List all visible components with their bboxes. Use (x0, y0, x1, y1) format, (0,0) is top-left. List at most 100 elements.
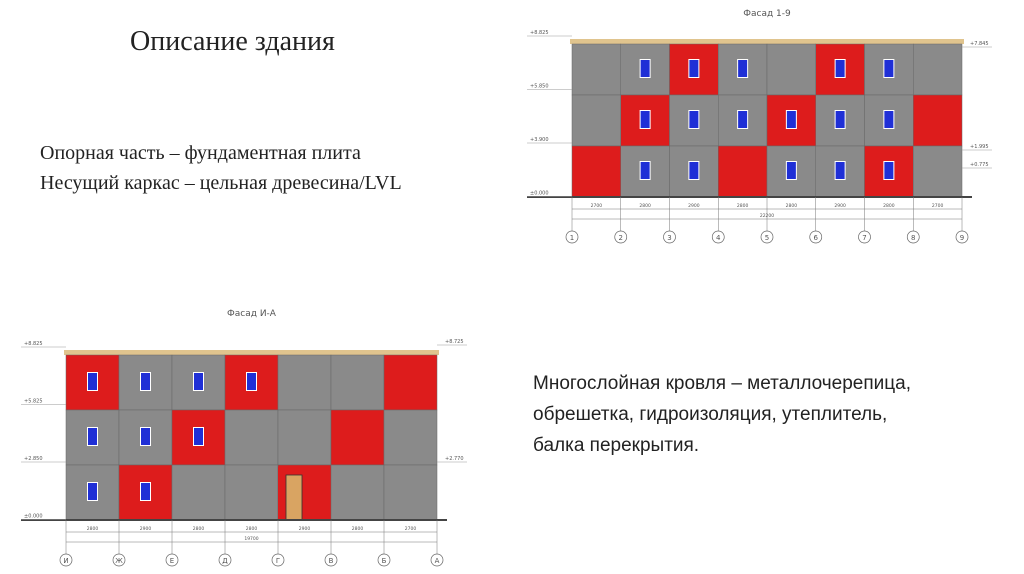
axis-marker (165, 553, 179, 567)
axis-label: А (435, 557, 440, 565)
text-line: Опорная часть – фундаментная плита (40, 142, 361, 164)
panel (171, 464, 226, 521)
dim-label: 2800 (786, 203, 798, 209)
panel (224, 464, 279, 521)
axis-marker (565, 230, 579, 244)
panel (383, 464, 438, 521)
window (639, 161, 651, 180)
window (87, 372, 98, 391)
window (883, 59, 895, 78)
axis-marker (760, 230, 774, 244)
dim-label: 2800 (193, 526, 205, 532)
axis-marker (955, 230, 969, 244)
axis-marker (271, 553, 285, 567)
panel (571, 43, 621, 96)
dim-label: 2800 (352, 526, 364, 532)
window (785, 161, 797, 180)
panel (330, 464, 385, 521)
axis-label: Г (276, 557, 280, 565)
level-label: +8.825 (24, 341, 43, 347)
panel (330, 409, 385, 466)
door (285, 474, 303, 521)
text-line: обрешетка, гидроизоляция, утеплитель, (533, 404, 888, 425)
panel (277, 409, 332, 466)
level-label: +5.850 (530, 84, 549, 90)
level-label: +2.770 (445, 456, 464, 462)
axis-marker (377, 553, 391, 567)
level-label: ±0.000 (530, 191, 549, 197)
axis-marker (112, 553, 126, 567)
dim-label: 2700 (591, 203, 603, 209)
window (87, 482, 98, 501)
panel (383, 354, 438, 411)
window (140, 427, 151, 446)
window (639, 59, 651, 78)
window (193, 427, 204, 446)
axis-label: Е (170, 557, 174, 565)
axis-label: 3 (667, 234, 671, 242)
level-label: +7.845 (970, 41, 989, 47)
text-line: Несущий каркас – цельная древесина/LVL (40, 172, 402, 194)
dim-label: 2900 (299, 526, 311, 532)
window (87, 427, 98, 446)
panel (913, 43, 963, 96)
dim-label: 2800 (87, 526, 99, 532)
level-label: +0.775 (970, 162, 989, 168)
window (639, 110, 651, 129)
panel (224, 409, 279, 466)
text-line: балка перекрытия. (533, 435, 700, 456)
level-label: +2.850 (24, 456, 43, 462)
dim-label: 2800 (883, 203, 895, 209)
axis-marker (906, 230, 920, 244)
axis-label: 2 (619, 234, 623, 242)
panel (766, 145, 816, 198)
level-label: +3.900 (530, 137, 549, 143)
title: Описание здания (130, 26, 335, 57)
window (834, 110, 846, 129)
axis-label: Ж (115, 557, 123, 565)
panel (913, 145, 963, 198)
dim-label: 2900 (834, 203, 846, 209)
window (193, 372, 204, 391)
panel (718, 145, 768, 198)
axis-marker (711, 230, 725, 244)
axis-marker (218, 553, 232, 567)
panel (330, 354, 385, 411)
axis-label: В (329, 557, 334, 565)
window (688, 161, 700, 180)
panel (571, 145, 621, 198)
window (737, 110, 749, 129)
facade-title: Фасад 1-9 (743, 9, 791, 19)
window (834, 161, 846, 180)
panel (571, 94, 621, 147)
text-line: Многослойная кровля – металлочерепица, (533, 373, 911, 394)
axis-label: 5 (765, 234, 769, 242)
roof (570, 39, 964, 44)
axis-label: И (63, 557, 68, 565)
window (883, 161, 895, 180)
axis-label: 9 (960, 234, 964, 242)
window (883, 110, 895, 129)
axis-label: 8 (911, 234, 915, 242)
panel (766, 43, 816, 96)
axis-label: Д (222, 557, 228, 565)
window (688, 59, 700, 78)
dim-label: 2800 (639, 203, 651, 209)
level-label: +8.725 (445, 339, 464, 345)
window (785, 110, 797, 129)
axis-label: 6 (814, 234, 819, 242)
dim-label: 2700 (932, 203, 944, 209)
axis-label: Б (382, 557, 387, 565)
window (688, 110, 700, 129)
window (246, 372, 257, 391)
axis-marker (858, 230, 871, 244)
dim-label: 2800 (246, 526, 258, 532)
window (140, 482, 151, 501)
panel (718, 94, 768, 147)
level-label: +5.825 (24, 399, 43, 405)
level-label: +1.995 (970, 144, 989, 150)
axis-marker (809, 230, 823, 244)
dim-label: 2800 (737, 203, 749, 209)
